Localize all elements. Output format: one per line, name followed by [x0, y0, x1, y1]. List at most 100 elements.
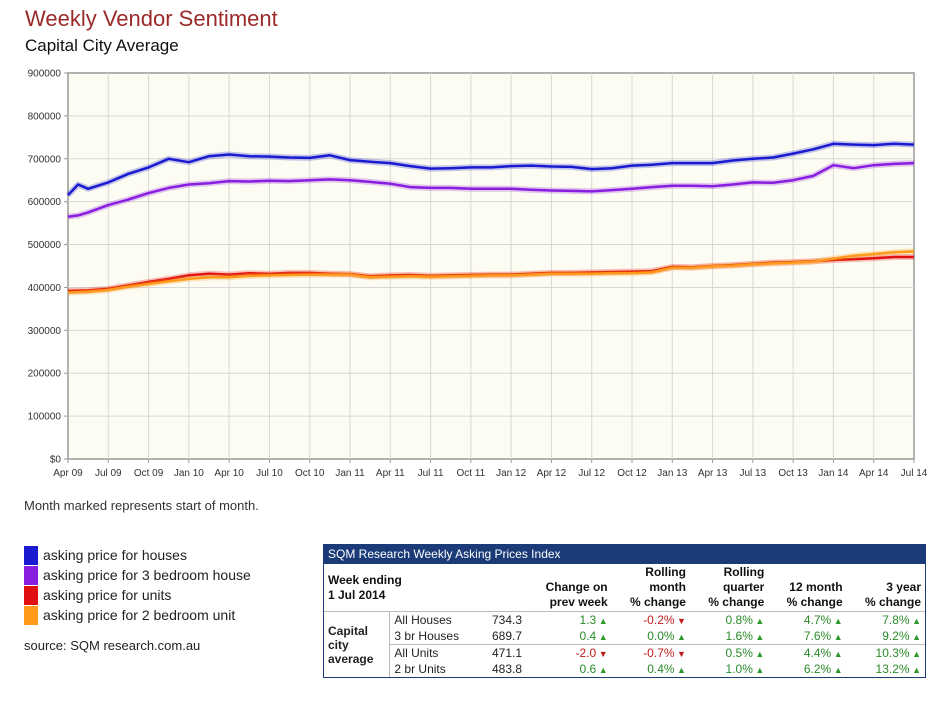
y-tick-label: 100000 — [28, 412, 62, 423]
column-header: 3 year% change — [847, 564, 925, 612]
y-tick-label: 200000 — [28, 369, 62, 380]
x-tick-label: Jul 13 — [740, 468, 767, 479]
triangle-up-icon: ▲ — [752, 649, 765, 659]
y-tick-label: 500000 — [28, 240, 62, 251]
week-ending-date: 1 Jul 2014 — [328, 587, 386, 602]
x-tick-label: Jul 12 — [578, 468, 605, 479]
row-value: 689.7 — [491, 629, 522, 643]
column-header: Rolling quarter% change — [690, 564, 768, 612]
column-header-line: prev week — [549, 595, 608, 609]
triangle-up-icon: ▲ — [909, 616, 921, 626]
x-tick-label: Apr 14 — [859, 468, 889, 479]
row-value: 483.8 — [491, 662, 522, 676]
legend-item: asking price for units — [24, 585, 251, 605]
legend-item: asking price for houses — [24, 545, 251, 565]
legend-swatch — [24, 545, 38, 565]
change-value: -2.0 — [575, 646, 597, 660]
change-value: 13.2% — [875, 662, 910, 676]
x-tick-label: Jan 14 — [818, 468, 848, 479]
triangle-up-icon: ▲ — [909, 649, 921, 659]
x-tick-label: Apr 11 — [376, 468, 405, 479]
change-cell: 0.5% ▲ — [689, 644, 769, 661]
column-header: Rolling month% change — [612, 564, 690, 612]
change-cell: 4.7% ▲ — [768, 611, 847, 628]
y-tick-label: 300000 — [28, 326, 62, 337]
x-tick-label: Oct 13 — [778, 468, 808, 479]
column-header-line: Rolling — [723, 565, 765, 579]
triangle-up-icon: ▲ — [752, 665, 765, 675]
column-header-line: 12 month — [789, 580, 843, 594]
legend: asking price for houses asking price for … — [24, 545, 251, 625]
change-value: 0.4 — [579, 629, 597, 643]
change-value: 1.3 — [579, 613, 597, 627]
legend-swatch — [24, 585, 38, 605]
x-tick-label: Jan 13 — [657, 468, 687, 479]
x-tick-label: Jan 11 — [335, 468, 365, 479]
change-value: 6.2% — [803, 662, 832, 676]
column-header-line: quarter — [722, 580, 765, 594]
triangle-up-icon: ▲ — [674, 665, 686, 675]
legend-label: asking price for 2 bedroom unit — [43, 607, 236, 623]
x-tick-label: Jul 09 — [95, 468, 122, 479]
y-tick-label: 800000 — [28, 111, 62, 122]
triangle-up-icon: ▲ — [831, 665, 843, 675]
line-chart: $0 100000 200000 300000 400000 500000 600000 70… — [28, 69, 928, 480]
change-cell: -0.2% ▼ — [611, 611, 690, 628]
row-label: 2 br Units — [394, 662, 446, 676]
table-header-row: Week ending 1 Jul 2014 Change on prev week R… — [324, 564, 925, 612]
change-cell: 7.6% ▲ — [768, 628, 846, 645]
change-value: 1.6% — [725, 629, 753, 643]
triangle-down-icon: ▼ — [674, 616, 686, 626]
triangle-up-icon: ▲ — [596, 616, 608, 626]
x-tick-label: Oct 11 — [456, 468, 485, 479]
source-text: source: SQM research.com.au — [24, 638, 201, 653]
chart-subtitle: Capital City Average — [25, 36, 179, 55]
change-cell: 10.3% ▲ — [846, 644, 925, 661]
change-value: 0.8% — [725, 613, 753, 627]
change-value: 7.8% — [882, 613, 910, 627]
table-title: SQM Research Weekly Asking Prices Index — [324, 545, 925, 564]
triangle-up-icon: ▲ — [831, 616, 843, 626]
column-header-line: % change — [864, 595, 921, 609]
change-cell: 4.4% ▲ — [768, 644, 847, 661]
triangle-down-icon: ▼ — [674, 649, 686, 659]
column-header: 12 month% change — [768, 564, 846, 612]
change-cell: 1.3 ▲ — [526, 611, 612, 628]
column-header-line: 3 year — [886, 580, 921, 594]
change-value: 4.4% — [803, 646, 832, 660]
legend-item: asking price for 2 bedroom unit — [24, 605, 251, 625]
column-header-line: month — [649, 580, 686, 594]
row-label: 3 br Houses — [394, 629, 460, 643]
plot-area — [67, 72, 915, 460]
row-value: 734.3 — [479, 611, 526, 628]
change-value: 7.6% — [803, 629, 832, 643]
month-note: Month marked represents start of month. — [24, 498, 259, 513]
change-cell: 9.2% ▲ — [847, 628, 925, 645]
x-tick-label: Jul 11 — [418, 468, 444, 479]
triangle-up-icon: ▲ — [596, 665, 608, 675]
triangle-down-icon: ▼ — [596, 649, 608, 659]
week-ending-cell: Week ending 1 Jul 2014 — [324, 564, 526, 612]
x-tick-label: Apr 10 — [214, 468, 244, 479]
change-value: 10.3% — [875, 646, 910, 660]
x-tick-label: Oct 12 — [617, 468, 647, 479]
x-tick-label: Apr 13 — [698, 468, 728, 479]
triangle-up-icon: ▲ — [596, 632, 608, 642]
column-header-line: % change — [786, 595, 843, 609]
x-tick-label: Jan 10 — [174, 468, 204, 479]
x-tick-label: Jan 12 — [496, 468, 526, 479]
change-cell: 6.2% ▲ — [768, 661, 846, 677]
group-label-line: average — [328, 651, 374, 666]
triangle-up-icon: ▲ — [831, 632, 843, 642]
change-cell: 13.2% ▲ — [847, 661, 925, 677]
table-row: 2 br Units 483.8 0.6 ▲ 0.4% ▲ 1.0% ▲ 6.2% ▲ 13… — [324, 661, 925, 677]
legend-label: asking price for 3 bedroom house — [43, 567, 251, 583]
legend-item: asking price for 3 bedroom house — [24, 565, 251, 585]
change-cell: 0.4% ▲ — [612, 661, 690, 677]
column-header-line: Rolling — [645, 565, 686, 579]
change-value: 1.0% — [725, 662, 753, 676]
change-cell: 1.0% ▲ — [690, 661, 768, 677]
change-value: 0.5% — [725, 646, 753, 660]
group-label-line: Capital — [328, 623, 369, 638]
change-cell: 0.6 ▲ — [526, 661, 612, 677]
